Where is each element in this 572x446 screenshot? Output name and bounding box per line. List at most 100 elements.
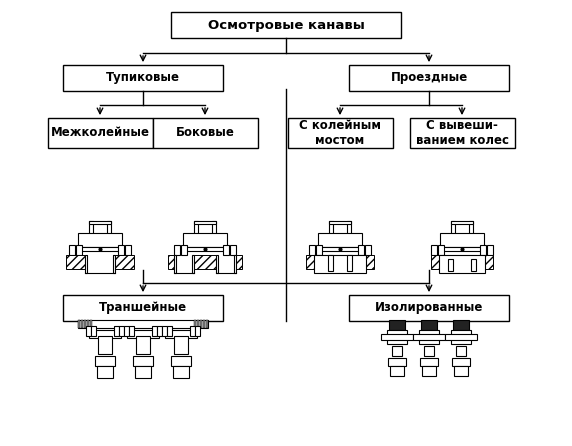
Bar (410, 118, 514, 148)
Bar (318, 233, 362, 247)
Bar (125, 245, 131, 255)
Bar (234, 255, 236, 273)
Bar (85, 255, 87, 273)
Text: Осмотровые канавы: Осмотровые канавы (208, 18, 364, 32)
Bar (422, 366, 436, 376)
Bar (118, 245, 124, 255)
Bar (107, 221, 111, 235)
Bar (419, 330, 439, 344)
Bar (366, 255, 374, 269)
Bar (174, 336, 188, 354)
Bar (97, 366, 113, 378)
Bar (431, 245, 437, 255)
Bar (328, 255, 333, 271)
Bar (389, 320, 405, 330)
Bar (78, 320, 80, 328)
Bar (347, 255, 352, 271)
Bar (216, 255, 218, 273)
Bar (76, 245, 82, 255)
Bar (440, 233, 484, 247)
Bar (451, 221, 455, 235)
Bar (454, 366, 468, 376)
Bar (421, 320, 437, 330)
Bar (95, 356, 115, 366)
Bar (90, 320, 92, 328)
Bar (230, 245, 236, 255)
Bar (87, 320, 89, 328)
Bar (89, 221, 93, 235)
Bar (136, 336, 150, 354)
Bar (390, 366, 404, 376)
Bar (135, 366, 151, 378)
Bar (439, 255, 485, 273)
Bar (212, 221, 216, 235)
Bar (347, 221, 351, 235)
Bar (47, 118, 153, 148)
Bar (387, 330, 407, 344)
Bar (431, 255, 439, 269)
Bar (157, 326, 162, 336)
Bar (451, 221, 473, 224)
Bar (192, 255, 194, 273)
Bar (74, 247, 126, 251)
Bar (456, 346, 466, 356)
Bar (451, 330, 471, 344)
Bar (113, 255, 134, 269)
Bar (174, 255, 176, 273)
Bar (480, 245, 486, 255)
Bar (124, 326, 129, 336)
Bar (98, 336, 112, 354)
Bar (114, 326, 119, 336)
Bar (236, 255, 242, 269)
Bar (469, 221, 473, 235)
Bar (206, 320, 208, 328)
Bar (84, 320, 86, 328)
Bar (349, 65, 509, 91)
Bar (194, 255, 216, 269)
Bar (63, 65, 223, 91)
Bar (309, 245, 315, 255)
Bar (69, 245, 75, 255)
Bar (165, 330, 197, 338)
Bar (424, 346, 434, 356)
Bar (485, 255, 493, 269)
Bar (181, 245, 187, 255)
Text: Изолированные: Изолированные (375, 301, 483, 314)
Bar (89, 330, 121, 338)
Bar (152, 326, 157, 336)
Bar (436, 247, 488, 251)
Bar (129, 326, 134, 336)
Bar (471, 259, 476, 271)
Bar (392, 346, 402, 356)
Bar (194, 320, 196, 328)
Bar (162, 326, 167, 336)
Bar (190, 326, 195, 336)
Text: Боковые: Боковые (176, 127, 235, 140)
Bar (127, 330, 159, 338)
Bar (153, 118, 257, 148)
Bar (179, 247, 231, 251)
Bar (203, 320, 205, 328)
Bar (174, 245, 180, 255)
Bar (81, 320, 83, 328)
Bar (171, 12, 401, 38)
Bar (388, 358, 406, 366)
Bar (194, 221, 198, 235)
Bar (78, 320, 208, 328)
Bar (197, 320, 199, 328)
Bar (86, 326, 91, 336)
Bar (171, 356, 191, 366)
Bar (316, 245, 322, 255)
Bar (66, 255, 87, 269)
Bar (438, 245, 444, 255)
Bar (288, 118, 392, 148)
Bar (306, 255, 314, 269)
Bar (183, 233, 227, 247)
Bar (349, 295, 509, 321)
Bar (195, 326, 200, 336)
Bar (173, 366, 189, 378)
Bar (381, 334, 413, 340)
Bar (329, 221, 333, 235)
Bar (91, 326, 96, 336)
Bar (89, 221, 111, 224)
